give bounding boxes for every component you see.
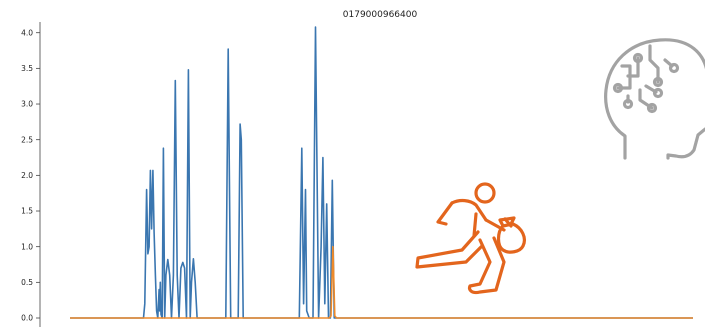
y-tick-label: 1.0 <box>21 242 33 251</box>
chart-title: 0179000966400 <box>343 10 418 20</box>
y-tick-label: 0.0 <box>21 314 33 323</box>
y-tick-label: 2.5 <box>21 135 33 144</box>
y-axis-ticks: 0.0 0.5 1.0 1.5 2.0 2.5 3.0 3.5 4.0 <box>21 28 40 323</box>
ai-brain-circuit-icon <box>604 38 705 160</box>
plot-series <box>70 26 693 319</box>
series-line-2 <box>70 245 693 319</box>
thief-running-with-money-bag-icon <box>415 182 526 295</box>
series-line-1 <box>70 26 693 319</box>
y-tick-label: 4.0 <box>21 28 33 37</box>
y-tick-label: 3.5 <box>21 64 33 73</box>
y-tick-label: 1.5 <box>21 207 33 216</box>
y-tick-label: 0.5 <box>21 278 33 287</box>
y-tick-label: 2.0 <box>21 171 33 180</box>
y-tick-label: 3.0 <box>21 100 33 109</box>
